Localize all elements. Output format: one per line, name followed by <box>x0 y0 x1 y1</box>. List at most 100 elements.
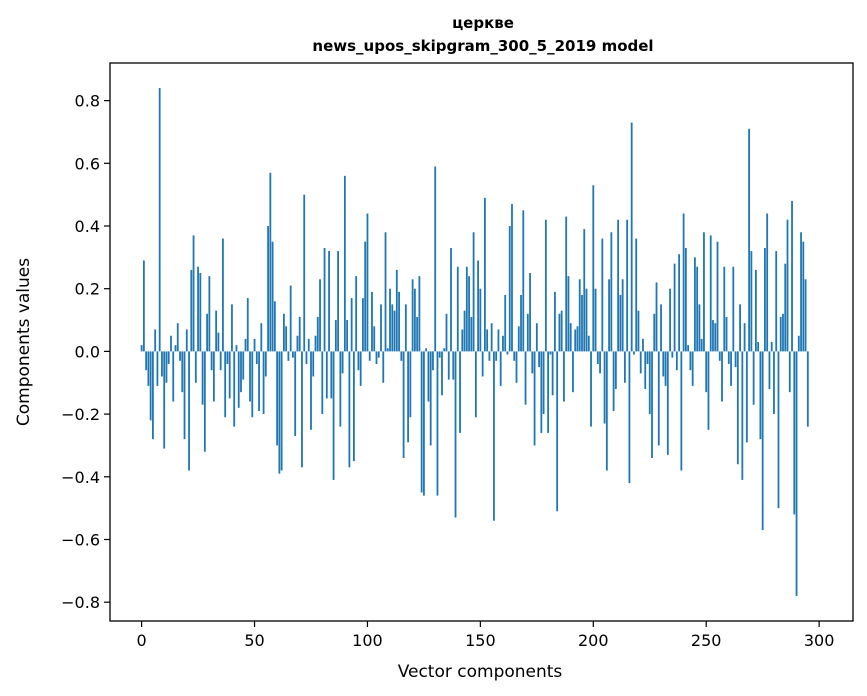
bar <box>712 320 714 352</box>
bar <box>269 172 272 352</box>
bar <box>657 351 660 446</box>
bar <box>350 298 353 352</box>
bar <box>499 351 502 386</box>
bar <box>732 266 735 352</box>
bar <box>624 351 626 383</box>
bar <box>142 260 145 352</box>
bar <box>768 351 771 390</box>
bar <box>477 260 480 352</box>
bar <box>653 313 656 352</box>
bar <box>305 351 308 364</box>
bar <box>201 351 204 405</box>
bar <box>450 247 452 352</box>
bar <box>316 316 319 352</box>
bar <box>585 288 588 352</box>
bar <box>292 351 294 358</box>
bar <box>427 351 430 402</box>
bar <box>752 351 755 405</box>
bar <box>691 351 694 386</box>
bar <box>504 294 507 352</box>
bar <box>321 351 324 415</box>
bar <box>637 310 640 352</box>
bar <box>750 251 753 352</box>
bar <box>314 335 317 352</box>
bar <box>511 204 513 352</box>
bar <box>294 351 297 437</box>
bar <box>398 291 400 352</box>
bar <box>524 351 527 405</box>
bar <box>576 326 579 352</box>
plot-area-frame <box>109 62 854 622</box>
bar <box>556 351 559 512</box>
y-tick-label: 0.2 <box>75 280 100 299</box>
bar <box>287 351 290 361</box>
bar <box>544 219 547 352</box>
bar <box>522 210 525 352</box>
bar <box>307 338 310 352</box>
bar <box>646 351 649 364</box>
bar <box>793 351 796 515</box>
bar <box>337 251 339 352</box>
bar <box>725 316 728 352</box>
bar <box>445 313 448 352</box>
bar <box>800 232 802 352</box>
bar <box>628 351 631 484</box>
bar <box>773 351 775 415</box>
bar <box>678 254 681 352</box>
bar <box>716 241 719 352</box>
bar <box>764 247 766 352</box>
bar-series <box>140 88 809 596</box>
bar <box>443 348 446 352</box>
bar <box>549 351 552 355</box>
bar <box>260 323 263 352</box>
bar <box>432 351 434 371</box>
bar <box>332 351 335 480</box>
bar <box>614 351 617 390</box>
bar <box>736 351 739 465</box>
bar <box>380 304 382 352</box>
bar <box>664 351 667 386</box>
bar <box>547 351 550 433</box>
y-tick-label: 0.8 <box>75 92 100 111</box>
bar <box>438 351 441 358</box>
bar <box>490 323 493 352</box>
bar <box>352 351 355 462</box>
bar <box>258 351 260 411</box>
bar <box>587 335 590 352</box>
bar <box>608 279 611 352</box>
bar <box>176 323 179 352</box>
bar <box>642 338 644 352</box>
bar <box>447 351 450 380</box>
bar <box>754 269 757 352</box>
bar <box>194 351 197 383</box>
bar <box>553 291 556 352</box>
bar <box>572 351 574 393</box>
bar <box>192 235 195 352</box>
bar <box>743 323 746 352</box>
bar <box>698 304 701 352</box>
chart-title-line-2: news_upos_skipgram_300_5_2019 model <box>312 37 653 55</box>
bar <box>590 351 592 427</box>
bar <box>605 351 608 471</box>
bar <box>578 279 581 352</box>
bar <box>456 266 459 352</box>
bar <box>280 351 283 471</box>
bar <box>617 219 620 352</box>
bar <box>425 348 428 352</box>
bar <box>242 351 245 380</box>
x-tick-label: 0 <box>137 631 147 650</box>
bar <box>244 338 247 352</box>
bar <box>648 351 651 415</box>
bar <box>298 316 301 352</box>
bar <box>727 351 730 364</box>
bar <box>748 128 751 352</box>
bar <box>565 216 568 352</box>
bar <box>759 351 762 440</box>
bar <box>206 313 209 352</box>
bar <box>156 351 159 386</box>
bar <box>452 351 455 380</box>
x-axis-ticks: 0 50 100 150 200 250 300 <box>137 621 834 650</box>
bar <box>761 351 764 531</box>
bar <box>766 213 769 352</box>
bar <box>420 351 423 493</box>
